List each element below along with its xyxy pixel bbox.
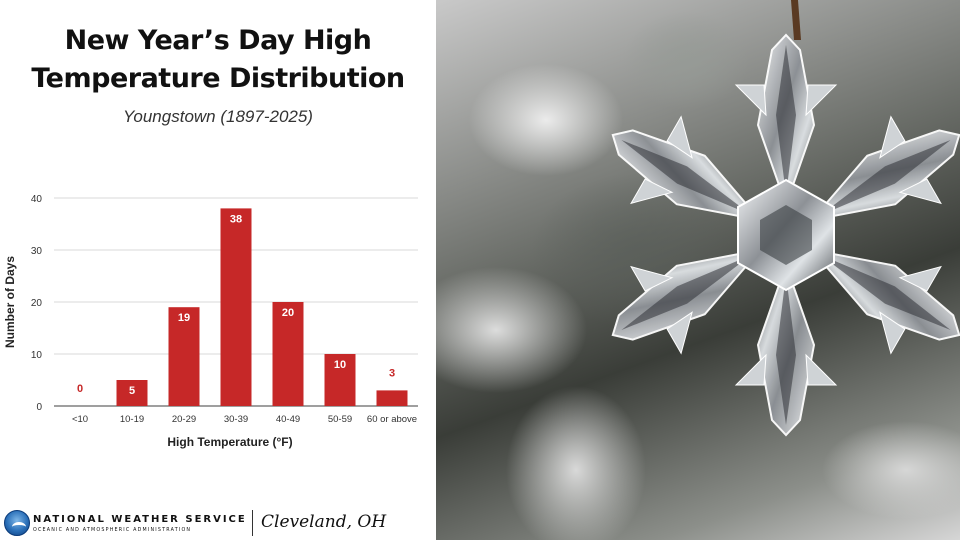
x-tick-label: <10: [72, 414, 88, 425]
office-name: Cleveland, OH: [261, 512, 387, 532]
data-label: 19: [178, 312, 190, 324]
data-label: 5: [129, 385, 135, 397]
footer-divider: [252, 510, 253, 536]
org-name: NATIONAL WEATHER SERVICE: [33, 514, 247, 525]
bar: [324, 354, 356, 406]
footer: NATIONAL WEATHER SERVICE OCEANIC AND ATM…: [0, 504, 436, 540]
y-axis-label: Number of Days: [3, 256, 17, 348]
y-tick-label: 10: [31, 350, 43, 361]
y-tick-label: 40: [31, 194, 43, 205]
ornament-string: [791, 0, 801, 40]
bar: [220, 208, 252, 406]
x-tick-label: 50-59: [328, 414, 352, 425]
data-label: 3: [389, 367, 395, 379]
data-label: 20: [282, 307, 294, 319]
x-tick-label: 40-49: [276, 414, 300, 425]
title-line-2: Temperature Distribution: [31, 63, 405, 94]
snowflake-crystal: [586, 33, 960, 436]
noaa-logo-icon: [4, 510, 30, 536]
y-tick-label: 20: [31, 298, 43, 309]
data-label: 10: [334, 359, 346, 371]
x-tick-label: 10-19: [120, 414, 144, 425]
histogram-chart: 0 10 20 30 40 0 <10 5 10-19 19 20-29 38 30-39 20 40-49…: [3, 194, 418, 449]
y-tick-label: 30: [31, 246, 43, 257]
y-tick-label: 0: [36, 402, 42, 413]
org-subtitle: OCEANIC AND ATMOSPHERIC ADMINISTRATION: [33, 528, 192, 533]
title-line-1: New Year’s Day High: [64, 25, 372, 56]
x-tick-label: 20-29: [172, 414, 196, 425]
bar: [116, 380, 148, 406]
bar: [168, 307, 200, 406]
x-tick-label: 30-39: [224, 414, 248, 425]
x-axis-label: High Temperature (°F): [167, 435, 292, 449]
bar: [376, 390, 408, 406]
data-label: 0: [77, 383, 83, 395]
snowflake-photo: [436, 0, 960, 540]
bar: [272, 302, 304, 406]
data-label: 38: [230, 213, 242, 225]
x-tick-label: 60 or above: [367, 414, 417, 425]
left-panel: New Year’s Day High Temperature Distribu…: [0, 0, 436, 540]
subtitle: Youngstown (1897-2025): [123, 107, 313, 126]
snowflake-ornament-icon: [586, 0, 960, 436]
page-title: New Year’s Day High Temperature Distribu…: [0, 22, 436, 98]
